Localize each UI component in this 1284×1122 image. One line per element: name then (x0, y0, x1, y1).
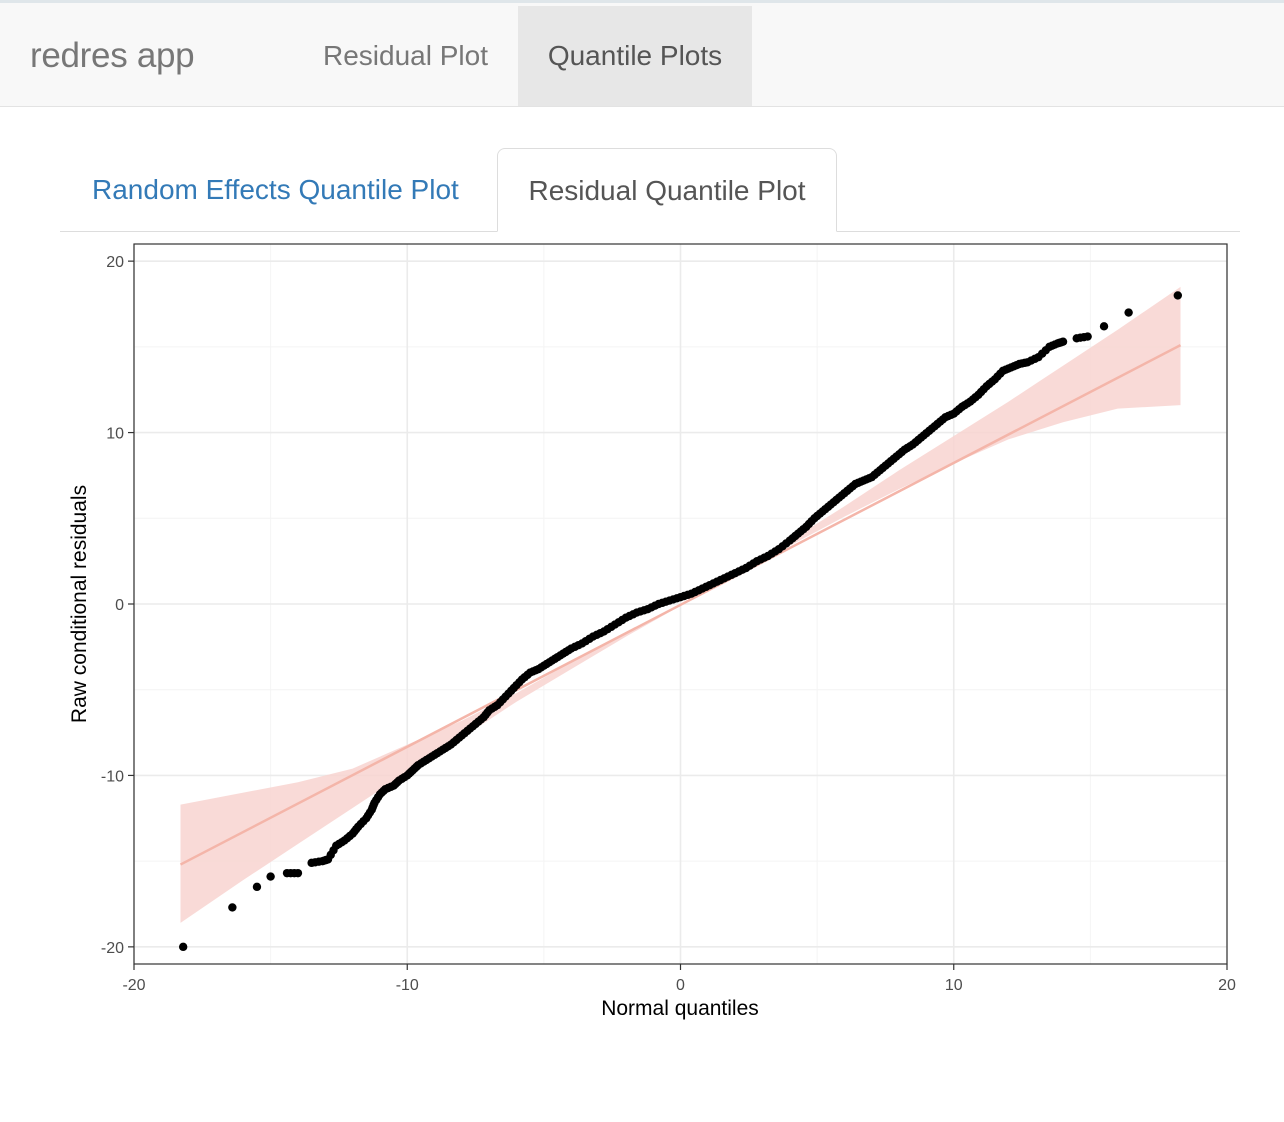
navbar: redres app Residual Plot Quantile Plots (0, 0, 1284, 107)
data-points (178, 291, 1183, 952)
y-tick-label: 10 (106, 426, 124, 443)
y-axis-title: Raw conditional residuals (68, 485, 91, 723)
y-tick-label: 0 (115, 597, 124, 614)
reference-line (179, 344, 1182, 866)
data-point (178, 942, 188, 952)
data-point (252, 882, 262, 892)
tab-random-effects-quantile-plot[interactable]: Random Effects Quantile Plot (92, 174, 459, 205)
data-point (293, 868, 303, 878)
data-point (1173, 291, 1183, 300)
data-point (228, 903, 237, 912)
y-tick-label: -10 (101, 768, 124, 785)
quantile-subtabs: Random Effects Quantile Plot Residual Qu… (60, 148, 1240, 232)
data-point (1099, 322, 1109, 331)
x-tick-label: -20 (122, 977, 145, 994)
x-axis-ticks: -20 -10 0 10 20 (122, 964, 1236, 994)
y-tick-label: -20 (101, 940, 124, 957)
x-tick-label: 10 (945, 977, 963, 994)
nav-tab-quantile-plots[interactable]: Quantile Plots (518, 6, 752, 106)
x-tick-label: -10 (396, 977, 419, 994)
residual-qq-plot: -20 -10 0 10 20 -20 -10 0 10 20 Normal quantiles… (68, 243, 1236, 1020)
y-axis-ticks: -20 -10 0 10 20 (101, 254, 134, 957)
app-brand[interactable]: redres app (30, 36, 195, 75)
y-tick-label: 20 (106, 254, 124, 271)
data-point (1083, 332, 1092, 341)
nav-tab-residual-plot[interactable]: Residual Plot (323, 40, 488, 71)
x-tick-label: 0 (676, 977, 685, 994)
reference-line-path (179, 344, 1182, 866)
data-point (1124, 308, 1133, 317)
data-point (1058, 337, 1068, 346)
x-axis-title: Normal quantiles (601, 997, 759, 1020)
tab-residual-quantile-plot[interactable]: Residual Quantile Plot (497, 148, 837, 232)
data-point (266, 872, 275, 881)
x-tick-label: 20 (1218, 977, 1236, 994)
